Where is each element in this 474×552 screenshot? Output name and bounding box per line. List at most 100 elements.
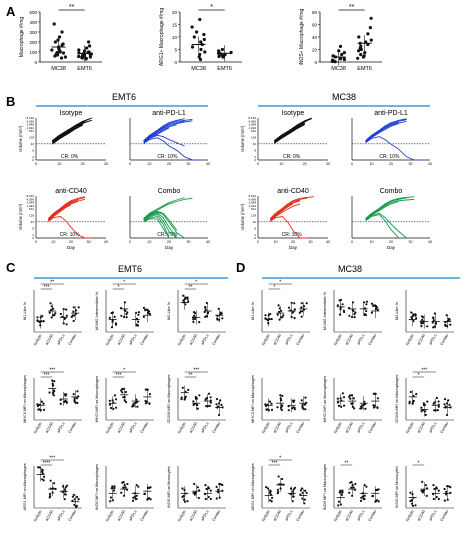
data-point: [204, 315, 207, 318]
y-tick-label: 60: [312, 23, 318, 28]
category-label: EMT6: [357, 66, 372, 72]
data-point: [365, 310, 368, 313]
data-point: [437, 489, 440, 492]
y-tick-label: 8,192: [248, 194, 256, 198]
data-point: [433, 487, 436, 491]
data-point: [215, 497, 218, 500]
tumor-growth-line: [48, 216, 92, 239]
category-label: aPDL1: [56, 510, 65, 522]
data-point: [268, 400, 271, 403]
spider-title: Combo: [158, 188, 181, 195]
data-point: [361, 404, 364, 407]
sig-stars: *: [418, 373, 420, 379]
sig-stars: ***: [421, 368, 427, 374]
data-point: [293, 408, 296, 411]
category-label: aPDL1: [284, 510, 293, 522]
data-point: [204, 484, 207, 487]
spider-plot-mc38-9: anti-CD40 02 8 32 128 5121,0242,0484,0968,192…: [240, 188, 330, 250]
data-point: [53, 313, 56, 317]
data-point: [133, 402, 136, 405]
y-axis-label: iNOS+ Macrophage #/mg: [299, 9, 305, 66]
data-point: [376, 308, 380, 311]
data-point: [41, 468, 44, 471]
category-label: aCD40: [189, 334, 198, 346]
x-tick-label: 40: [206, 162, 210, 166]
y-axis-label: MHCII MFI on Macrophages: [23, 375, 27, 423]
sig-stars: ***: [193, 368, 199, 374]
category-label: Isotype: [33, 334, 43, 347]
data-point: [109, 406, 113, 410]
category-label: Isotype: [105, 334, 115, 347]
data-point: [192, 35, 196, 39]
data-point: [408, 400, 411, 403]
data-point: [146, 497, 149, 501]
data-point: [292, 488, 295, 491]
data-point: [276, 313, 279, 316]
data-point: [59, 56, 64, 60]
category-label: Combo: [140, 422, 150, 435]
data-point: [265, 486, 268, 489]
data-point: [369, 16, 373, 20]
data-point: [70, 315, 73, 319]
data-point: [137, 320, 140, 323]
data-point: [364, 407, 367, 410]
data-point: [63, 55, 67, 59]
y-tick-label: 2,048: [248, 123, 256, 127]
data-point: [363, 51, 367, 55]
d-dot-plot-5: MHCI MFI on Macrophages Isotype aCD40 aPDL1…: [323, 376, 382, 434]
y-tick-label: 512: [251, 129, 256, 133]
data-point: [113, 487, 116, 490]
category-label: aCD40: [45, 422, 54, 434]
y-axis-label: ARG1 MFI on Macrophages: [251, 463, 255, 510]
x-tick-label: 0: [35, 162, 37, 166]
data-point: [359, 499, 363, 502]
data-point: [205, 487, 208, 491]
category-label: MC38: [331, 66, 346, 72]
y-axis-label: MHCII MFI on Macrophages: [251, 375, 255, 423]
y-axis-label: iNOS MFI on Monocytes: [395, 466, 399, 507]
y-tick-label: 32: [253, 220, 257, 224]
x-tick-label: 0: [129, 240, 131, 244]
data-point: [192, 403, 195, 407]
x-tick-label: 20: [291, 240, 295, 244]
data-point: [60, 43, 64, 47]
y-tick-label: 2: [32, 233, 34, 237]
data-point: [205, 301, 208, 305]
x-axis-label: Day: [165, 245, 174, 250]
y-tick-label: 4,096: [248, 197, 256, 201]
data-point: [270, 402, 273, 405]
data-point: [187, 300, 190, 303]
data-point: [205, 397, 208, 400]
data-point: [340, 52, 344, 57]
data-point: [348, 314, 351, 317]
cr-label: CR: 0%: [283, 154, 301, 160]
data-point: [180, 396, 183, 399]
data-point: [363, 494, 366, 497]
x-tick-label: 30: [187, 162, 191, 166]
data-point: [136, 405, 139, 408]
data-point: [291, 500, 294, 503]
data-point: [415, 317, 418, 320]
data-point: [217, 402, 221, 405]
data-point: [190, 45, 195, 49]
data-point: [437, 405, 440, 408]
category-label: aCD40: [417, 510, 426, 522]
y-tick-label: 2: [254, 233, 256, 237]
data-point: [43, 475, 46, 478]
y-tick-label: 2,048: [26, 201, 34, 205]
sig-stars: **: [189, 285, 193, 291]
category-label: Isotype: [261, 334, 271, 347]
x-tick-label: 10: [148, 162, 152, 166]
x-tick-label: 30: [87, 240, 91, 244]
data-point: [352, 397, 355, 400]
data-point: [38, 466, 42, 469]
data-point: [304, 489, 307, 492]
data-point: [277, 475, 280, 478]
tumor-growth-line: [365, 198, 415, 220]
y-tick-label: 40: [312, 35, 318, 40]
data-point: [183, 500, 187, 503]
data-point: [338, 491, 341, 494]
data-point: [301, 497, 304, 500]
data-point: [350, 486, 353, 489]
data-point: [353, 316, 356, 319]
